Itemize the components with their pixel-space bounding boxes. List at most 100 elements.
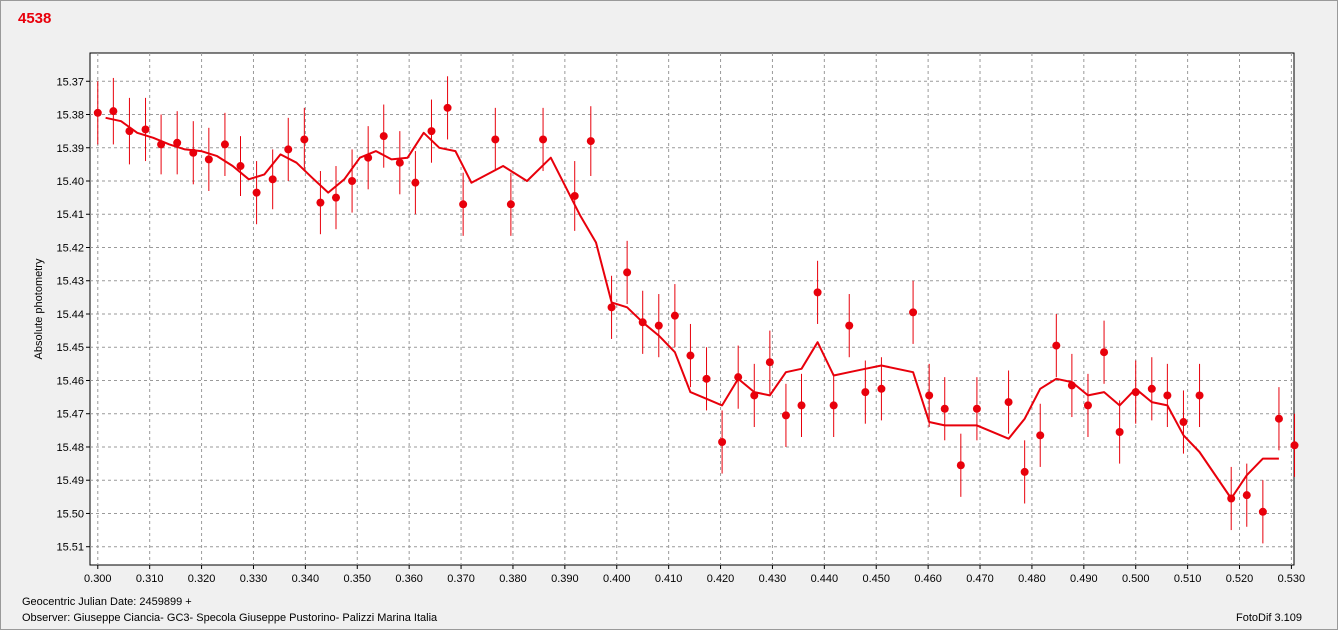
data-point: [1274, 414, 1283, 423]
julian-date-label: Geocentric Julian Date: 2459899 +: [22, 596, 192, 608]
data-point: [173, 138, 182, 147]
data-point: [157, 140, 166, 149]
data-point: [1242, 491, 1251, 500]
data-point: [1067, 381, 1076, 390]
data-point: [925, 391, 934, 400]
data-point: [670, 311, 679, 320]
data-point: [845, 321, 854, 330]
data-point: [204, 155, 213, 164]
data-point: [1163, 391, 1172, 400]
data-point: [1020, 467, 1029, 476]
data-point: [1147, 384, 1156, 393]
y-tick-label: 15.37: [56, 76, 84, 88]
data-point: [109, 107, 118, 116]
data-point: [638, 318, 647, 327]
data-point: [125, 127, 134, 136]
x-tick-label: 0.300: [84, 573, 112, 585]
data-point: [1100, 348, 1109, 357]
data-point: [252, 188, 261, 197]
data-point: [284, 145, 293, 154]
y-tick-label: 15.45: [56, 342, 84, 354]
x-tick-label: 0.410: [655, 573, 683, 585]
data-point: [93, 108, 102, 117]
data-point: [861, 388, 870, 397]
x-tick-label: 0.440: [811, 573, 839, 585]
data-point: [1115, 428, 1124, 437]
data-point: [300, 135, 309, 144]
x-tick-label: 0.380: [499, 573, 527, 585]
data-point: [236, 162, 245, 171]
y-tick-label: 15.41: [56, 209, 84, 221]
y-tick-label: 15.46: [56, 375, 84, 387]
x-tick-label: 0.530: [1278, 573, 1306, 585]
x-tick-label: 0.350: [344, 573, 372, 585]
x-tick-label: 0.520: [1226, 573, 1254, 585]
y-tick-label: 15.48: [56, 442, 84, 454]
data-point: [1131, 388, 1140, 397]
data-point: [1036, 431, 1045, 440]
data-point: [427, 127, 436, 136]
y-tick-label: 15.38: [56, 110, 84, 122]
y-tick-label: 15.47: [56, 409, 84, 421]
data-point: [654, 321, 663, 330]
data-point: [1004, 398, 1013, 407]
x-tick-label: 0.390: [551, 573, 579, 585]
x-tick-label: 0.430: [759, 573, 787, 585]
data-point: [570, 191, 579, 200]
data-point: [686, 351, 695, 360]
x-tick-label: 0.460: [914, 573, 942, 585]
software-label: FotoDif 3.109: [1236, 612, 1303, 624]
data-point: [491, 135, 500, 144]
y-axis-label: Absolute photometry: [33, 258, 45, 359]
object-title: 4538: [18, 10, 52, 27]
y-tick-label: 15.43: [56, 276, 84, 288]
data-point: [1052, 341, 1061, 350]
data-point: [718, 437, 727, 446]
y-tick-label: 15.40: [56, 176, 84, 188]
data-point: [268, 175, 277, 184]
x-tick-label: 0.420: [707, 573, 735, 585]
data-point: [702, 374, 711, 383]
data-point: [797, 401, 806, 410]
data-point: [331, 193, 340, 202]
y-tick-label: 15.51: [56, 542, 84, 554]
observer-label: Observer: Giuseppe Ciancia- GC3- Specola…: [22, 612, 438, 624]
data-point: [459, 200, 468, 209]
data-point: [141, 125, 150, 134]
x-tick-label: 0.340: [292, 573, 320, 585]
fit-line: [105, 116, 1279, 500]
data-point: [395, 158, 404, 167]
data-point: [765, 358, 774, 367]
data-point: [189, 148, 198, 157]
data-point: [1195, 391, 1204, 400]
data-point: [539, 135, 548, 144]
data-point: [813, 288, 822, 297]
x-tick-label: 0.470: [966, 573, 994, 585]
plot-area: [89, 52, 1295, 566]
data-point: [586, 137, 595, 146]
data-point: [411, 178, 420, 187]
y-tick-label: 15.49: [56, 475, 84, 487]
data-point: [623, 268, 632, 277]
data-point: [220, 140, 229, 149]
data-point: [734, 373, 743, 382]
y-tick-label: 15.42: [56, 242, 84, 254]
x-tick-label: 0.370: [447, 573, 475, 585]
data-point: [877, 384, 886, 393]
data-point: [316, 198, 325, 207]
x-tick-label: 0.330: [240, 573, 268, 585]
data-point: [909, 308, 918, 317]
data-point: [1227, 494, 1236, 503]
data-point: [348, 177, 357, 185]
data-point: [1258, 507, 1267, 516]
data-point: [379, 132, 388, 141]
data-point: [781, 411, 790, 420]
x-tick-label: 0.480: [1018, 573, 1046, 585]
data-point: [972, 404, 981, 413]
x-tick-label: 0.500: [1122, 573, 1150, 585]
x-tick-label: 0.360: [395, 573, 423, 585]
y-tick-label: 15.39: [56, 143, 84, 155]
data-point: [750, 391, 759, 400]
data-point: [506, 200, 515, 209]
